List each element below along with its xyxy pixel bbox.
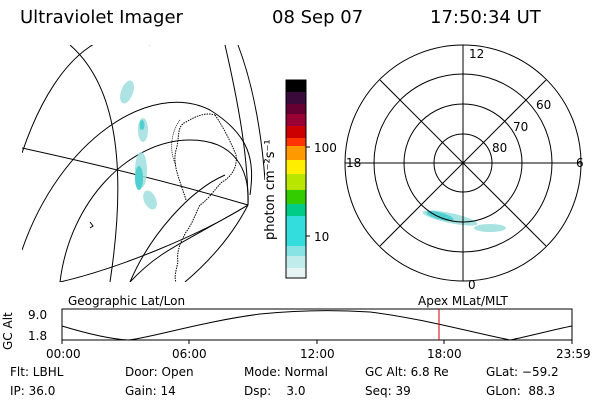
x-tick-0600: 06:00: [172, 347, 207, 361]
lat-label-60: 60: [536, 98, 552, 112]
gc-alt-info: GC Alt: 6.8 Re: [365, 365, 449, 379]
polar-mlat-mlt-plot: [344, 44, 582, 282]
mlt-label-6: 6: [576, 156, 584, 170]
x-tick-1800: 18:00: [427, 347, 462, 361]
timeline-y-max: 9.0: [28, 308, 48, 322]
x-tick-1200: 12:00: [300, 347, 335, 361]
lat-label-80: 80: [492, 141, 508, 155]
time-label: 17:50:34 UT: [430, 7, 541, 28]
seq-info: Seq: 39: [365, 384, 411, 398]
mlt-label-12: 12: [469, 47, 485, 61]
glon-info: GLon: 88.3: [486, 384, 556, 398]
gc-altitude-timeline: [61, 308, 573, 344]
gain-info: Gain: 14: [125, 384, 176, 398]
x-tick-0000: 00:00: [46, 347, 81, 361]
date-label: 08 Sep 07: [272, 7, 364, 28]
color-scale-bar: [285, 79, 310, 279]
mlt-label-18: 18: [346, 156, 362, 170]
filter-info: Flt: LBHL: [10, 365, 64, 379]
geographic-map: [22, 45, 265, 282]
colorbar-unit-label: photon cm⁻²s⁻¹: [263, 139, 278, 240]
ip-info: IP: 36.0: [10, 384, 56, 398]
colorbar-tick-10: 10: [314, 230, 330, 244]
door-info: Door: Open: [125, 365, 194, 379]
timeline-y-min: 1.8: [28, 329, 48, 343]
instrument-title: Ultraviolet Imager: [20, 7, 183, 28]
timeline-axis-label: GC Alt: [1, 312, 15, 350]
timeline-right-title: Apex MLat/MLT: [418, 294, 508, 308]
x-tick-2359: 23:59: [556, 347, 591, 361]
dsp-info: Dsp: 3.0: [244, 384, 306, 398]
colorbar-tick-100: 100: [314, 141, 337, 155]
glat-info: GLat: −59.2: [486, 365, 559, 379]
lat-label-70: 70: [513, 120, 529, 134]
mode-info: Mode: Normal: [244, 365, 328, 379]
mlt-label-0: 0: [468, 278, 476, 292]
timeline-left-title: Geographic Lat/Lon: [68, 294, 186, 308]
